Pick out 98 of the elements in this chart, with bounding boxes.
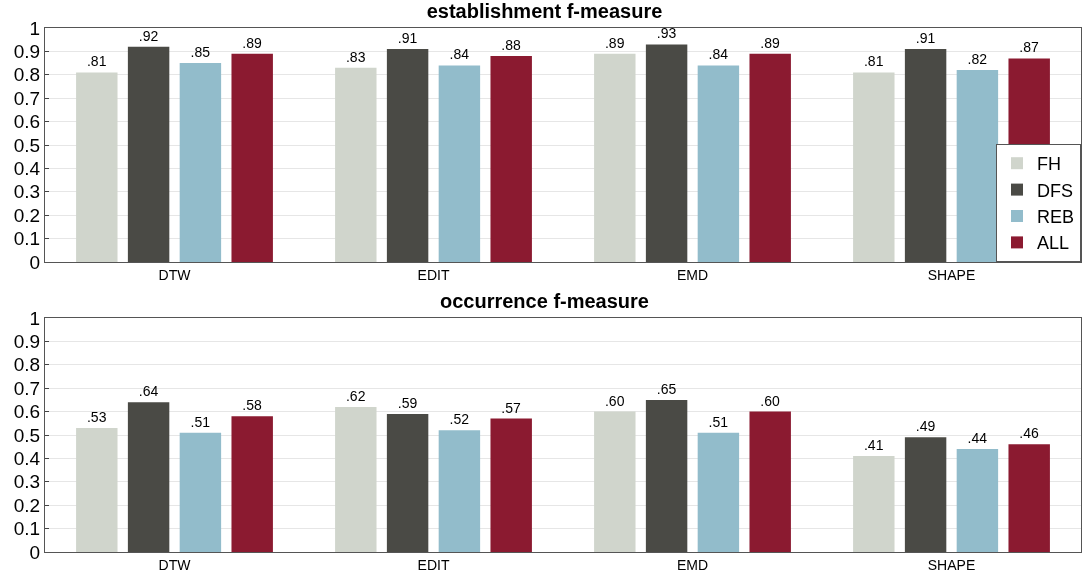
bar [594,53,636,262]
bar [749,411,791,552]
data-label: .93 [656,25,677,42]
y-tick-label: 0.1 [13,228,41,250]
y-tick-label: 0.4 [13,158,41,180]
bar [645,44,688,262]
bar [490,418,532,552]
bar [697,65,740,262]
bar [594,411,636,552]
y-tick-label: 0.2 [13,204,41,226]
bar [438,430,481,552]
y-tick-label: 0.9 [13,41,41,63]
y-tick-label: 0.8 [13,354,41,376]
data-label: .88 [501,37,522,54]
y-tick-label: 0.6 [13,111,41,133]
data-label: .91 [915,30,936,47]
bar [1008,444,1050,552]
data-label: .87 [1019,39,1040,56]
x-tick-label: SHAPE [927,266,976,283]
bar [956,449,999,552]
y-tick-label: 0.5 [13,424,41,446]
x-tick-label: SHAPE [927,556,976,573]
y-tick-label: 0.4 [13,448,41,470]
x-tick-label: DTW [158,266,192,283]
bar [904,437,947,552]
x-tick-label: DTW [158,556,192,573]
y-tick-label: 0.7 [13,377,41,399]
bar [490,56,532,262]
y-tick-label: 0.7 [13,87,41,109]
data-label: .62 [345,387,366,404]
x-tick-label: EDIT [417,556,450,573]
bar [179,63,222,262]
data-label: .85 [190,44,211,61]
legend-label: FH [1037,154,1061,175]
data-label: .51 [190,413,211,430]
y-tick-label: 0.3 [13,471,41,493]
bar [438,65,481,262]
legend-label: DFS [1037,180,1073,201]
bar [853,456,895,552]
bar [697,432,740,552]
data-label: .83 [345,48,366,65]
chart-title: occurrence f-measure [440,290,649,313]
bar [76,72,118,262]
y-tick-label: 0.3 [13,181,41,203]
data-label: .65 [656,380,677,397]
data-label: .92 [138,27,159,44]
bar [645,399,688,552]
x-tick-label: EDIT [417,266,450,283]
data-label: .44 [967,430,988,447]
data-label: .89 [760,34,781,51]
bar [904,49,947,262]
y-tick-label: 0.6 [13,401,41,423]
y-tick-label: 0.8 [13,64,41,86]
legend-label: ALL [1037,233,1070,254]
bar [749,53,791,262]
data-label: .51 [708,413,729,430]
data-label: .60 [760,392,781,409]
data-label: .53 [86,408,107,425]
data-label: .52 [449,411,470,428]
data-label: .89 [242,34,263,51]
bar [386,49,429,262]
legend-label: REB [1037,207,1075,228]
data-label: .57 [501,399,522,416]
data-label: .49 [915,418,936,435]
y-tick-label: 0.2 [13,494,41,516]
bar [76,427,118,552]
bar [386,413,429,552]
bar [127,402,170,552]
data-label: .41 [863,437,884,454]
data-label: .46 [1019,425,1040,442]
x-tick-label: EMD [676,556,709,573]
y-tick-label: 1 [29,307,41,329]
data-label: .82 [967,51,988,68]
bar [231,416,273,552]
data-label: .58 [242,397,263,414]
y-tick-label: 0.1 [13,518,41,540]
x-tick-label: EMD [676,266,709,283]
bar [127,46,170,262]
y-tick-label: 0 [29,541,41,563]
data-label: .81 [86,53,107,70]
bar [231,53,273,262]
data-label: .91 [397,30,418,47]
bar [179,432,222,552]
data-label: .81 [863,53,884,70]
data-label: .89 [604,34,625,51]
bar [853,72,895,262]
data-label: .84 [449,46,470,63]
chart-title: establishment f-measure [426,0,663,23]
bar [335,67,377,262]
y-tick-label: 0.9 [13,331,41,353]
y-tick-label: 0 [29,251,41,273]
y-tick-label: 0.5 [13,134,41,156]
data-label: .60 [604,392,625,409]
bar [335,406,377,552]
y-tick-label: 1 [29,17,41,39]
data-label: .84 [708,46,729,63]
data-label: .64 [138,383,159,400]
data-label: .59 [397,394,418,411]
